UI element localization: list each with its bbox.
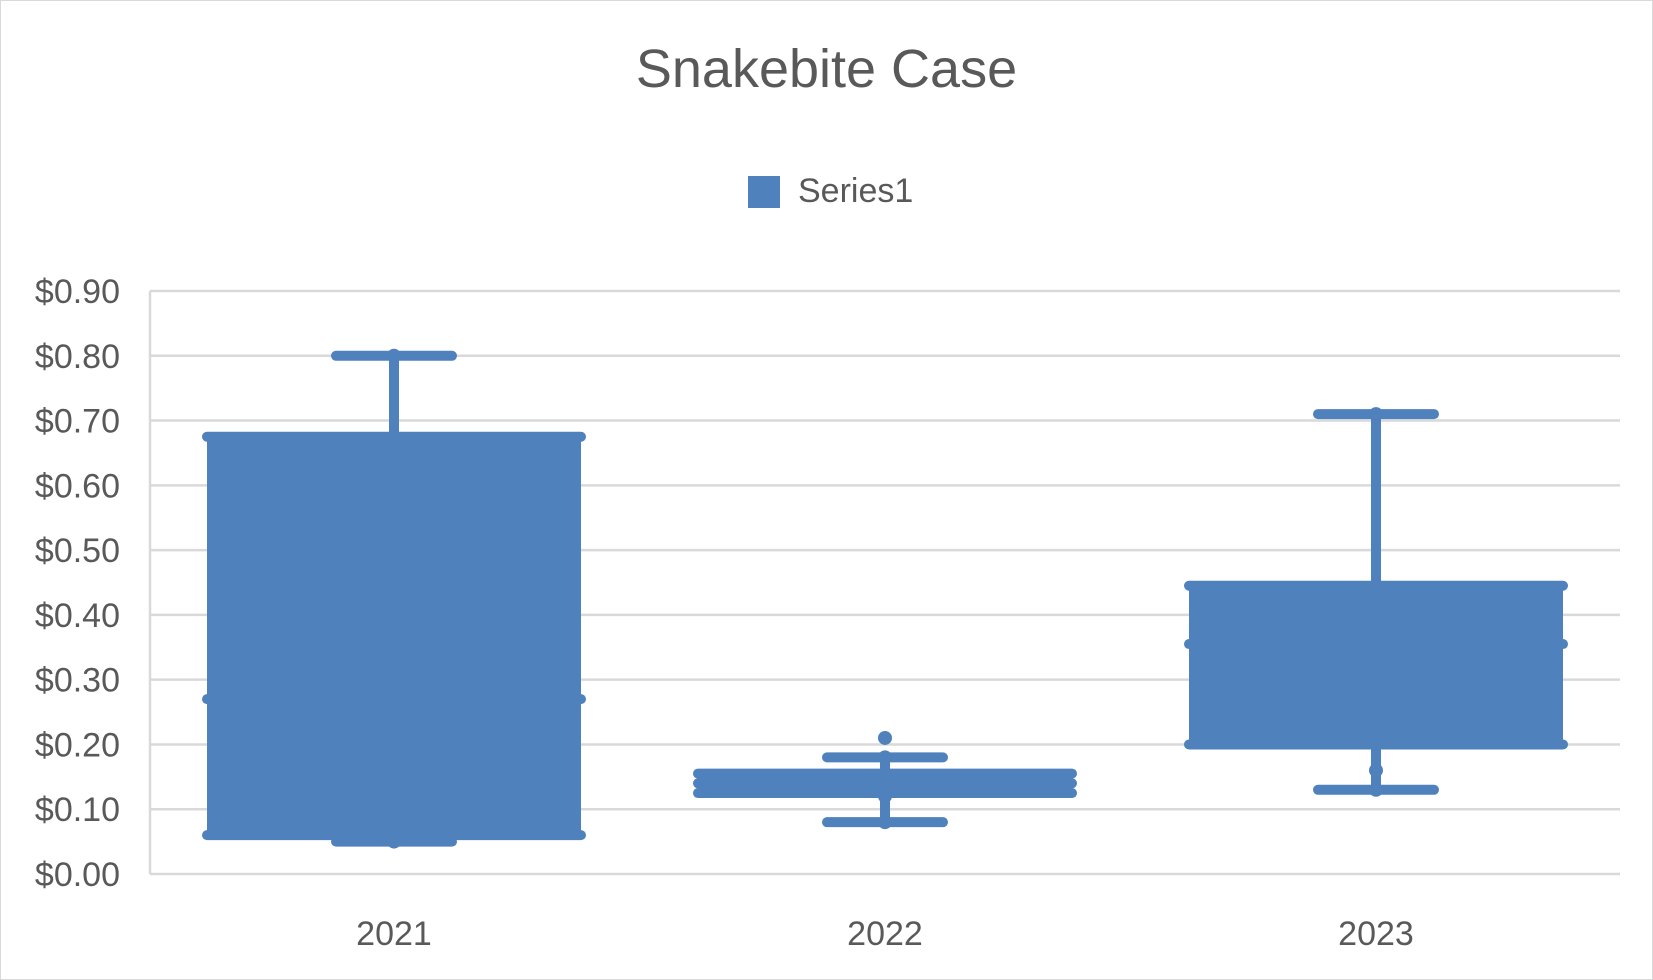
data-point [387, 828, 401, 843]
data-point [387, 429, 401, 444]
data-point [878, 766, 892, 781]
y-tick-label: $0.50 [35, 532, 120, 570]
data-point [1369, 763, 1383, 778]
x-tick-label: 2022 [847, 915, 923, 953]
chart-title: Snakebite Case [635, 39, 1018, 99]
y-tick-label: $0.80 [35, 338, 120, 376]
data-point [387, 692, 401, 707]
box-iqr [207, 432, 581, 840]
y-tick-label: $0.10 [35, 791, 120, 829]
data-point [878, 815, 892, 830]
legend-swatch [748, 175, 780, 208]
y-tick-label: $0.90 [35, 273, 120, 311]
data-point [1369, 578, 1383, 593]
x-tick-label: 2021 [356, 915, 432, 953]
y-tick-label: $0.60 [35, 467, 120, 505]
y-tick-label: $0.30 [35, 662, 120, 700]
data-point [1369, 637, 1383, 652]
data-point [1369, 737, 1383, 752]
data-point [878, 730, 892, 745]
y-tick-label: $0.20 [35, 726, 120, 764]
y-tick-label: $0.70 [35, 403, 120, 441]
legend-label: Series1 [798, 172, 914, 210]
box-iqr [1189, 581, 1563, 749]
data-point [1369, 782, 1383, 797]
data-point [878, 750, 892, 765]
chart-legend: Series1 [748, 172, 913, 211]
y-tick-label: $0.00 [35, 856, 120, 894]
y-tick-label: $0.40 [35, 597, 120, 635]
x-tick-label: 2023 [1338, 915, 1414, 953]
data-point [1369, 407, 1383, 422]
data-point [387, 348, 401, 363]
